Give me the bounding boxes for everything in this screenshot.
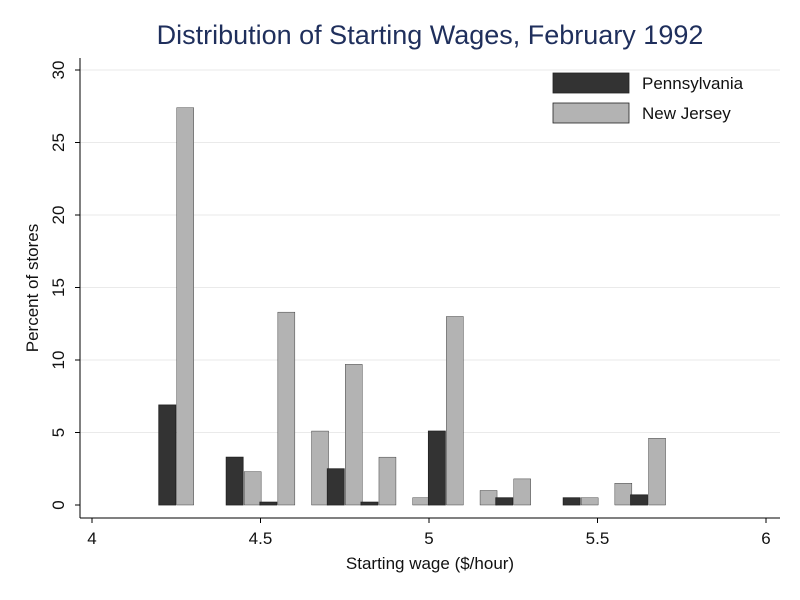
y-axis-title: Percent of stores [23, 224, 42, 353]
bar-new-jersey [176, 107, 194, 506]
bar-new-jersey [311, 430, 329, 506]
bar-new-jersey [479, 490, 498, 506]
bar-pennsylvania [326, 468, 345, 506]
chart-title: Distribution of Starting Wages, February… [157, 20, 704, 50]
bar-new-jersey [243, 471, 262, 506]
bar-pennsylvania [427, 430, 446, 506]
y-tick-label: 5 [49, 428, 68, 437]
legend-label: New Jersey [642, 104, 731, 123]
y-tick-label: 10 [49, 351, 68, 370]
legend-label: Pennsylvania [642, 74, 744, 93]
x-tick-label: 4 [87, 529, 96, 548]
axes: 0 5 10 15 20 25 30 4 4.5 5 5.5 6 [49, 58, 780, 548]
x-axis-title: Starting wage ($/hour) [346, 554, 514, 573]
bar-new-jersey [378, 456, 397, 506]
bar-new-jersey [648, 438, 666, 506]
bar-pennsylvania [158, 404, 177, 506]
legend: Pennsylvania New Jersey [552, 72, 744, 124]
bars [158, 107, 666, 506]
grid [80, 69, 780, 433]
bar-new-jersey [446, 316, 464, 506]
x-tick-label: 5 [424, 529, 433, 548]
bar-pennsylvania [495, 497, 514, 506]
bar-new-jersey [277, 311, 296, 506]
bar-new-jersey [513, 478, 531, 506]
bar-pennsylvania [259, 501, 278, 506]
bar-pennsylvania [562, 497, 581, 506]
y-tick-label: 30 [49, 61, 68, 80]
bar-new-jersey [412, 497, 430, 506]
y-tick-label: 0 [49, 500, 68, 509]
x-tick-label: 6 [761, 529, 770, 548]
bar-new-jersey [345, 364, 363, 506]
legend-swatch [552, 72, 630, 94]
legend-swatch [552, 102, 630, 124]
x-tick-label: 4.5 [249, 529, 273, 548]
y-tick-label: 25 [49, 133, 68, 152]
bar-pennsylvania [630, 494, 648, 506]
y-tick-label: 20 [49, 206, 68, 225]
bar-new-jersey [580, 497, 599, 506]
bar-new-jersey [614, 483, 633, 506]
y-tick-label: 15 [49, 278, 68, 297]
bar-pennsylvania [360, 501, 379, 506]
x-tick-label: 5.5 [586, 529, 610, 548]
bar-pennsylvania [225, 456, 244, 506]
